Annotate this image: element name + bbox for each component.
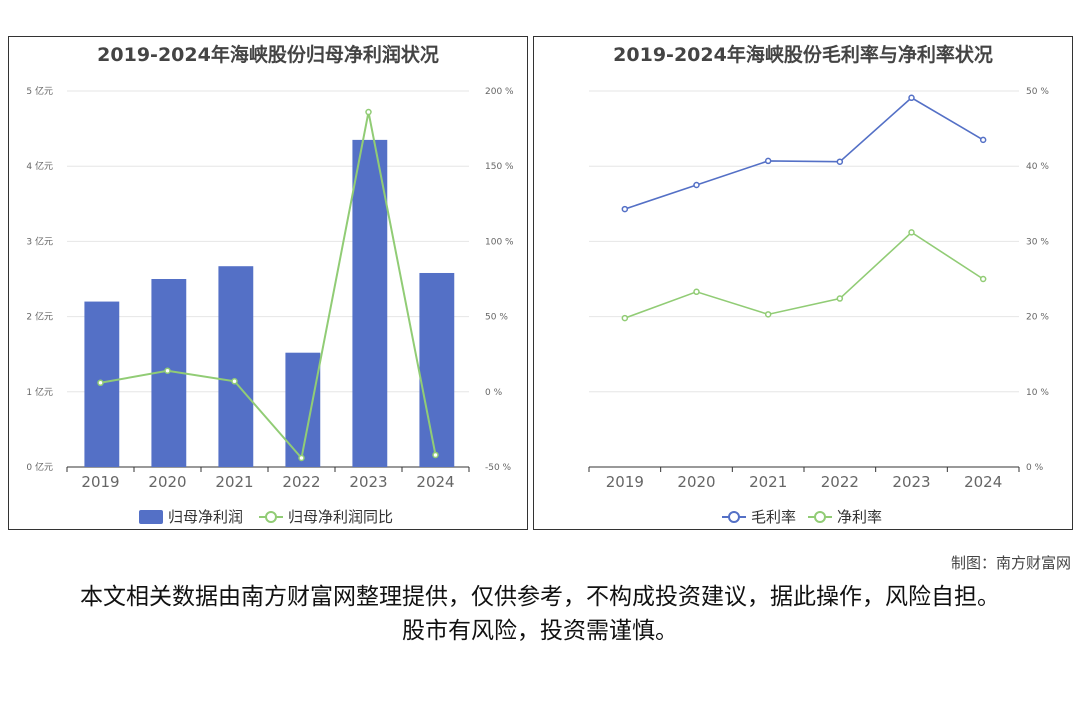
x-tick-label: 2024 — [964, 473, 1002, 491]
chart-title: 2019-2024年海峡股份归母净利润状况 — [97, 43, 439, 66]
x-tick-label: 2020 — [148, 473, 186, 491]
y-right-tick-label: 40 % — [1026, 162, 1049, 172]
x-tick-label: 2020 — [677, 473, 715, 491]
y-left-tick-label: 3 亿元 — [26, 235, 53, 247]
y-right-tick-label: 50 % — [1026, 87, 1049, 97]
point-yoy-2021 — [231, 378, 238, 385]
y-left-tick-label: 0 亿元 — [26, 461, 53, 473]
point-gross-margin-2020 — [693, 181, 700, 189]
point-gross-margin-2023 — [908, 94, 915, 102]
legend-marker-gross — [728, 511, 740, 523]
point-gross-margin-2022 — [836, 158, 844, 165]
point-net-margin-2023 — [908, 229, 915, 236]
chart-title: 2019-2024年海峡股份毛利率与净利率状况 — [613, 43, 993, 66]
legend-label-line: 归母净利润同比 — [288, 508, 393, 526]
y-right-tick-label: 20 % — [1026, 313, 1049, 323]
legend-label-net: 净利率 — [837, 508, 882, 526]
y-right-tick-label: 30 % — [1026, 237, 1049, 247]
x-tick-label: 2023 — [892, 473, 930, 491]
point-gross-margin-2021 — [764, 157, 772, 165]
chart-credit: 制图：南方财富网 — [950, 554, 1071, 572]
disclaimer-text: 本文相关数据由南方财富网整理提供，仅供参考，不构成投资建议，据此操作，风险自担。… — [80, 584, 1000, 644]
point-gross-margin-2024 — [979, 136, 987, 144]
y-right-tick-label: 200 % — [485, 87, 514, 97]
x-tick-label: 2022 — [282, 473, 320, 491]
legend-label-gross: 毛利率 — [751, 508, 796, 526]
x-tick-label: 2023 — [349, 473, 387, 491]
bar-2023 — [352, 139, 388, 467]
y-right-tick-label: 100 % — [485, 237, 514, 247]
point-gross-margin-2019 — [621, 205, 629, 213]
y-right-tick-label: 0 % — [485, 388, 503, 398]
x-tick-label: 2024 — [416, 473, 454, 491]
x-tick-label: 2019 — [606, 473, 644, 491]
legend-swatch-bar — [139, 510, 163, 524]
point-yoy-2022 — [298, 454, 305, 462]
point-yoy-2019 — [97, 379, 104, 387]
bar-2021 — [218, 266, 254, 467]
net-profit-chart: 2019-2024年海峡股份归母净利润状况 0 亿元 1 亿元 2 亿元 3 亿元 4 亿… — [26, 43, 514, 526]
point-net-margin-2022 — [836, 295, 844, 302]
x-tick-label: 2021 — [215, 473, 253, 491]
x-tick-label: 2021 — [749, 473, 787, 491]
point-net-margin-2021 — [764, 311, 772, 318]
series-line-net-margin — [624, 231, 984, 319]
y-left-tick-label: 1 亿元 — [26, 386, 53, 398]
series-line-yoy — [100, 111, 437, 461]
point-yoy-2024 — [432, 451, 439, 459]
point-yoy-2020 — [164, 367, 171, 374]
margin-chart: 2019-2024年海峡股份毛利率与净利率状况 0 % 10 % 20 % 30 % 40… — [588, 43, 1049, 526]
x-tick-label: 2019 — [81, 473, 119, 491]
series-line-gross-margin — [624, 96, 984, 210]
point-net-margin-2019 — [621, 314, 629, 322]
point-net-margin-2020 — [693, 288, 700, 296]
point-yoy-2023 — [365, 108, 372, 116]
y-right-tick-label: 50 % — [485, 313, 508, 323]
y-left-tick-label: 4 亿元 — [26, 160, 53, 172]
y-right-tick-label: 0 % — [1026, 463, 1044, 473]
legend-swatch-marker — [265, 511, 277, 523]
y-right-tick-label: 10 % — [1026, 388, 1049, 398]
legend-label-bar: 归母净利润 — [168, 508, 243, 526]
x-tick-label: 2022 — [821, 473, 859, 491]
y-right-tick-label: 150 % — [485, 162, 514, 172]
bar-2024 — [419, 272, 455, 467]
legend-marker-net — [814, 511, 826, 523]
y-left-tick-label: 2 亿元 — [26, 311, 53, 323]
right-chart-panel: 2019-2024年海峡股份毛利率与净利率状况 0 % 10 % 20 % 30 % 40… — [533, 36, 1073, 530]
point-net-margin-2024 — [979, 275, 987, 283]
y-left-tick-label: 5 亿元 — [26, 85, 53, 97]
left-chart-panel: 2019-2024年海峡股份归母净利润状况 0 亿元 1 亿元 2 亿元 3 亿元 4 亿… — [8, 36, 528, 530]
y-right-tick-label: -50 % — [485, 463, 512, 473]
